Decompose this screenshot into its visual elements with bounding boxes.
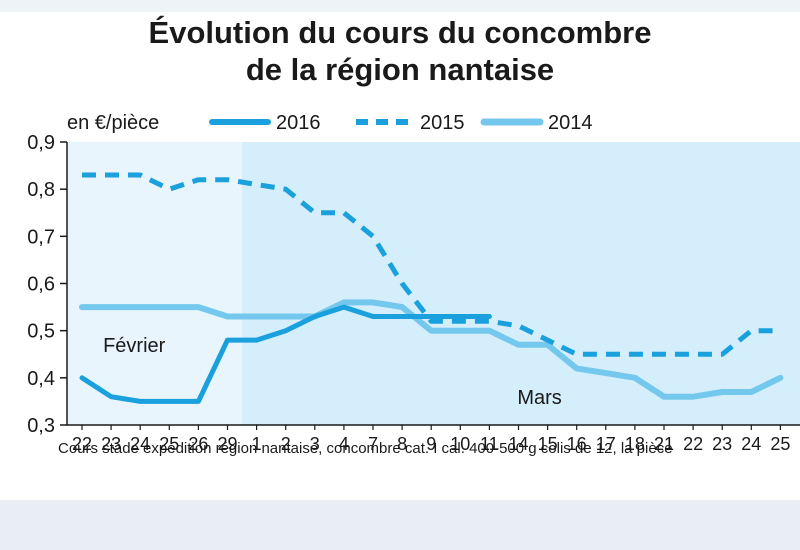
x-tick-label: 22	[683, 434, 703, 454]
series-line-2016	[79, 304, 492, 404]
y-tick-label: 0,3	[27, 415, 55, 437]
series-line-2015	[82, 172, 781, 357]
chart-title-line-1: Évolution du cours du concombre	[148, 15, 652, 50]
x-tick-label: 22	[72, 434, 92, 454]
legend-label-2014: 2014	[548, 112, 593, 134]
x-tick-label: 25	[159, 434, 179, 454]
y-tick-label: 0,7	[27, 226, 55, 248]
x-tick-label: 11	[480, 434, 499, 454]
y-tick-label: 0,5	[27, 321, 55, 343]
y-tick-label: 0,6	[27, 274, 55, 296]
month-label: Mars	[517, 387, 561, 409]
chart-title-line-2: de la région nantaise	[245, 52, 555, 87]
x-tick-label: 10	[450, 434, 470, 454]
x-tick-label: 7	[368, 434, 378, 454]
x-tick-label: 9	[426, 434, 436, 454]
y-tick-label: 0,8	[27, 179, 55, 201]
chart-title: Évolution du cours du concombre de la ré…	[0, 14, 800, 88]
unit-label: en €/pièce	[67, 112, 159, 134]
mars-shading	[242, 142, 800, 425]
chart-footnote: Cours stade expédition région nantaise, …	[58, 440, 673, 457]
x-tick-label: 24	[130, 434, 150, 454]
y-tick-label: 0,9	[27, 132, 55, 154]
legend-label-2015: 2015	[420, 112, 465, 134]
x-tick-label: 1	[252, 434, 262, 454]
x-tick-label: 15	[538, 434, 558, 454]
x-tick-label: 18	[625, 434, 645, 454]
fevrier-shading	[67, 142, 243, 425]
page-bottom-band	[0, 500, 800, 550]
x-tick-label: 17	[596, 434, 616, 454]
x-tick-label: 29	[217, 434, 237, 454]
x-tick-label: 26	[188, 434, 208, 454]
legend-label-2016: 2016	[276, 112, 321, 134]
y-tick-label: 0,4	[27, 368, 55, 390]
x-tick-label: 14	[508, 434, 528, 454]
x-tick-label: 4	[339, 434, 349, 454]
x-tick-label: 3	[310, 434, 320, 454]
x-tick-label: 23	[712, 434, 732, 454]
x-tick-label: 2	[281, 434, 291, 454]
x-tick-label: 21	[654, 434, 674, 454]
series-line-2014	[79, 299, 784, 400]
x-tick-label: 24	[741, 434, 761, 454]
x-tick-label: 23	[101, 434, 121, 454]
x-tick-label: 25	[770, 434, 790, 454]
x-tick-label: 16	[567, 434, 587, 454]
month-label: Février	[103, 335, 166, 357]
x-tick-label: 8	[397, 434, 407, 454]
